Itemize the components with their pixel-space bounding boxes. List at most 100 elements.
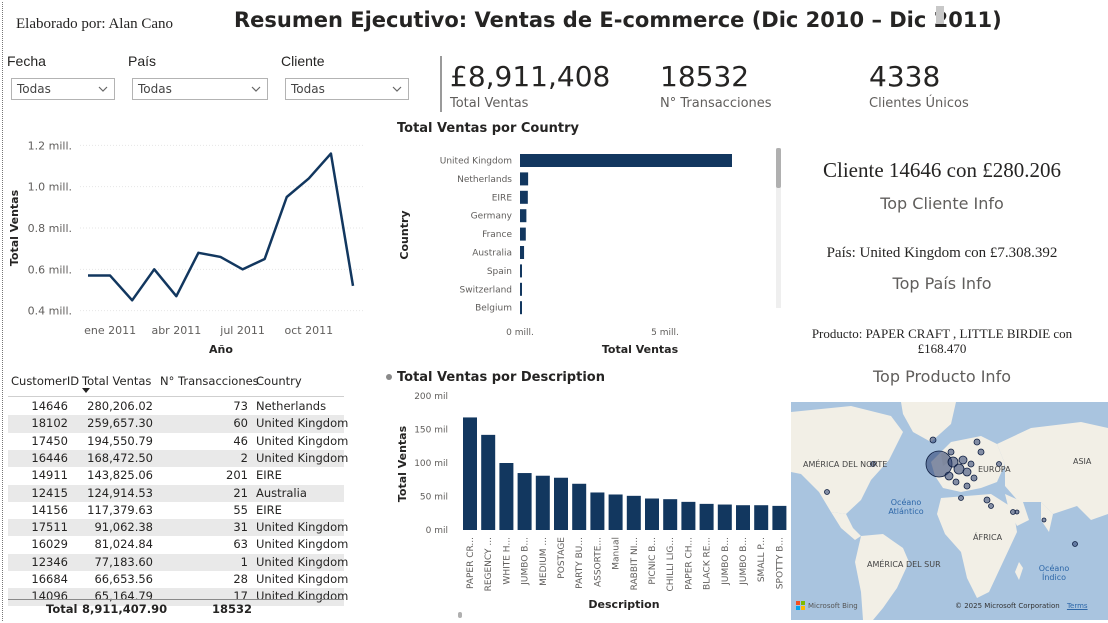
line-point[interactable] bbox=[152, 267, 156, 271]
desc-bar[interactable] bbox=[463, 417, 477, 530]
country-bar[interactable] bbox=[520, 301, 522, 315]
country-x-tick: 5 mill. bbox=[651, 328, 679, 338]
country-chart[interactable]: United Kingdom Netherlands EIRE Germany Fran… bbox=[390, 140, 790, 360]
desc-bar[interactable] bbox=[554, 477, 568, 530]
table-header-transacciones[interactable]: N° Transacciones bbox=[160, 374, 259, 388]
map-bubble[interactable] bbox=[947, 456, 959, 468]
map-bubble[interactable] bbox=[1014, 509, 1020, 515]
desc-bar[interactable] bbox=[699, 503, 714, 530]
desc-bar[interactable] bbox=[717, 504, 732, 530]
map-bubble[interactable] bbox=[947, 448, 955, 456]
map-bubble[interactable] bbox=[929, 436, 937, 444]
line-point[interactable] bbox=[219, 255, 223, 259]
map-bubble[interactable] bbox=[970, 474, 978, 482]
desc-bar[interactable] bbox=[754, 505, 769, 530]
desc-bar[interactable] bbox=[572, 483, 587, 530]
table-row[interactable]: 16684 66,653.56 28 United Kingdom bbox=[8, 571, 348, 588]
map-bubble[interactable] bbox=[1072, 541, 1078, 547]
country-scrollbar-thumb[interactable] bbox=[776, 148, 781, 188]
map-bubble[interactable] bbox=[944, 471, 954, 481]
line-point[interactable] bbox=[329, 152, 333, 156]
map-bubble[interactable] bbox=[953, 463, 965, 475]
map-bubble[interactable] bbox=[967, 460, 975, 468]
title-scroll-handle[interactable] bbox=[936, 6, 944, 24]
slicer-fecha[interactable]: Todas bbox=[11, 78, 115, 100]
country-scrollbar-track[interactable] bbox=[776, 148, 781, 308]
desc-scrollbar-thumb[interactable] bbox=[458, 612, 462, 618]
desc-bar[interactable] bbox=[645, 498, 659, 530]
sales-map[interactable]: AMÉRICA DEL NORTE EUROPA ASIA Océano Atl… bbox=[791, 402, 1108, 620]
map-bubble[interactable] bbox=[1041, 517, 1047, 523]
desc-bar[interactable] bbox=[481, 434, 496, 530]
country-bar[interactable] bbox=[520, 190, 528, 204]
map-bubble[interactable] bbox=[996, 461, 1002, 467]
country-bar[interactable] bbox=[520, 154, 732, 167]
table-header-country[interactable]: Country bbox=[256, 374, 302, 388]
map-bubble[interactable] bbox=[958, 455, 968, 465]
desc-bar[interactable] bbox=[626, 495, 641, 530]
line-point[interactable] bbox=[307, 176, 311, 180]
line-point[interactable] bbox=[285, 195, 289, 199]
map-bubble[interactable] bbox=[952, 478, 960, 486]
map-bubble[interactable] bbox=[963, 482, 971, 490]
cell-transacciones: 73 bbox=[233, 399, 248, 413]
desc-category-label: RABBIT NI... bbox=[630, 537, 640, 590]
line-point[interactable] bbox=[351, 284, 355, 288]
customer-table[interactable]: CustomerID Total Ventas N° Transacciones… bbox=[0, 370, 350, 623]
table-row[interactable]: 12415 124,914.53 21 Australia bbox=[8, 484, 344, 502]
line-point[interactable] bbox=[174, 294, 178, 298]
desc-bar[interactable] bbox=[590, 492, 605, 530]
desc-bar[interactable] bbox=[517, 473, 532, 530]
line-point[interactable] bbox=[241, 267, 245, 271]
desc-bar[interactable] bbox=[772, 505, 787, 530]
desc-y-tick: 0 mil bbox=[426, 526, 448, 536]
line-chart[interactable]: 1.2 mill. 1.0 mill. 0.8 mill. 0.6 mill. 0.4 … bbox=[0, 118, 375, 363]
table-header-customerid[interactable]: CustomerID bbox=[11, 374, 80, 388]
line-point[interactable] bbox=[108, 274, 112, 278]
map-bubble[interactable] bbox=[958, 495, 964, 501]
desc-bar[interactable] bbox=[663, 499, 678, 530]
slicer-pais[interactable]: Todas bbox=[132, 78, 268, 100]
table-row[interactable]: 14646 280,206.02 73 Netherlands bbox=[8, 398, 344, 415]
table-row[interactable]: 17511 91,062.38 31 United Kingdom bbox=[8, 519, 348, 537]
table-row[interactable]: 16029 81,024.84 63 United Kingdom bbox=[8, 536, 348, 553]
table-header-total-ventas[interactable]: Total Ventas bbox=[82, 374, 152, 388]
line-point[interactable] bbox=[263, 257, 267, 261]
table-row[interactable]: 16446 168,472.50 2 United Kingdom bbox=[8, 449, 348, 468]
country-bar[interactable] bbox=[520, 172, 529, 186]
map-bubble[interactable] bbox=[983, 496, 991, 504]
table-row[interactable]: 18102 259,657.30 60 United Kingdom bbox=[8, 415, 348, 433]
map-bubble[interactable] bbox=[962, 467, 972, 477]
country-bar[interactable] bbox=[520, 209, 527, 223]
country-bar[interactable] bbox=[520, 246, 525, 259]
table-row[interactable]: 14156 117,379.63 55 EIRE bbox=[8, 502, 344, 519]
line-series[interactable] bbox=[88, 152, 355, 302]
line-y-tick: 1.0 mill. bbox=[28, 181, 72, 194]
country-bar[interactable] bbox=[520, 264, 522, 278]
map-bubbles[interactable] bbox=[791, 402, 1108, 620]
map-bubble[interactable] bbox=[870, 461, 876, 467]
map-bubble[interactable] bbox=[988, 503, 994, 509]
desc-bar[interactable] bbox=[608, 494, 623, 530]
map-bubble[interactable] bbox=[977, 448, 985, 456]
desc-bar[interactable] bbox=[499, 463, 514, 530]
cell-customerid: 12415 bbox=[31, 485, 68, 500]
table-row[interactable]: 12346 77,183.60 1 United Kingdom bbox=[8, 553, 348, 571]
desc-bar[interactable] bbox=[681, 501, 696, 530]
line-point[interactable] bbox=[130, 298, 134, 302]
map-bubble[interactable] bbox=[824, 489, 830, 495]
desc-bar[interactable] bbox=[736, 505, 750, 530]
line-point[interactable] bbox=[86, 274, 90, 278]
slicer-cliente[interactable]: Todas bbox=[285, 78, 409, 100]
desc-chart[interactable]: 200 mil 150 mil 100 mil 50 mil 0 mil PAPER CR… bbox=[392, 386, 790, 614]
map-terms-link[interactable]: Terms bbox=[1066, 602, 1088, 610]
map-bubble[interactable] bbox=[973, 438, 981, 446]
cell-country: United Kingdom bbox=[256, 589, 349, 604]
table-row[interactable]: 14911 143,825.06 201 EIRE bbox=[8, 467, 344, 484]
country-bar[interactable] bbox=[520, 282, 522, 296]
desc-bar[interactable] bbox=[535, 475, 550, 530]
slicer-pais-value: Todas bbox=[138, 82, 172, 96]
line-point[interactable] bbox=[196, 251, 200, 255]
table-row[interactable]: 17450 194,550.79 46 United Kingdom bbox=[8, 433, 348, 450]
country-bar[interactable] bbox=[520, 227, 526, 241]
